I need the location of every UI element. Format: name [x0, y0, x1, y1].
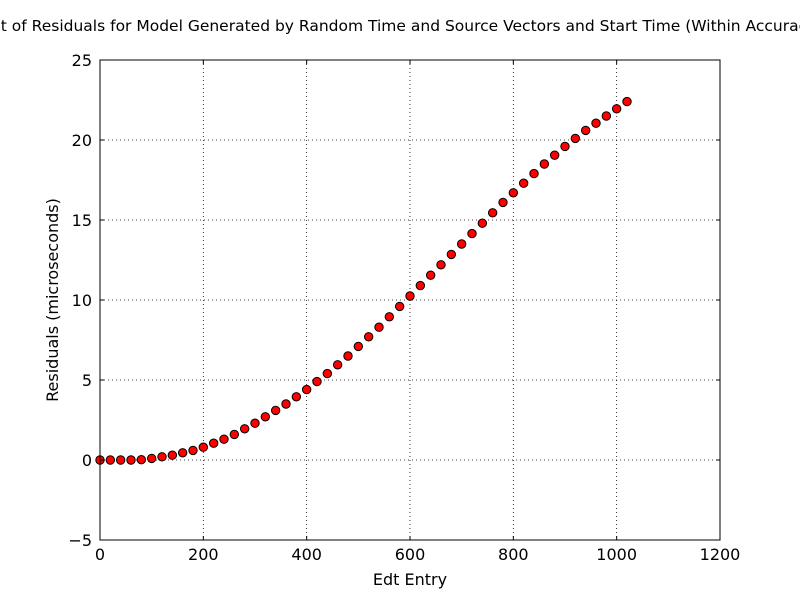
data-point — [560, 141, 570, 152]
data-point — [549, 150, 560, 160]
data-point — [312, 376, 322, 387]
grid — [100, 60, 720, 540]
data-point — [146, 453, 157, 464]
data-point — [188, 445, 198, 456]
data-point — [425, 270, 436, 280]
x-tick-label: 600 — [395, 545, 426, 564]
data-point — [363, 332, 374, 342]
data-point — [374, 322, 384, 332]
data-point — [611, 104, 622, 114]
data-points — [95, 96, 632, 465]
data-point — [518, 178, 529, 188]
data-point — [446, 249, 457, 260]
y-tick-label: −5 — [68, 531, 92, 550]
data-point — [591, 118, 601, 128]
data-point — [167, 450, 178, 460]
data-point — [332, 360, 343, 370]
data-point — [281, 399, 291, 409]
y-tick-label: 15 — [72, 211, 92, 230]
chart-title: Plot of Residuals for Model Generated by… — [0, 17, 800, 35]
data-point — [126, 455, 136, 465]
data-point — [384, 312, 395, 322]
data-point — [291, 392, 302, 402]
data-point — [136, 454, 147, 465]
data-point — [260, 412, 271, 422]
y-tick-label: 25 — [72, 51, 92, 70]
data-point — [229, 429, 240, 440]
data-point — [115, 455, 126, 465]
data-point — [580, 125, 591, 136]
data-point — [219, 434, 229, 444]
data-point — [498, 197, 508, 208]
x-tick-label: 0 — [95, 545, 105, 564]
y-axis-label: Residuals (microseconds) — [43, 198, 62, 402]
data-point — [105, 455, 116, 465]
data-point — [198, 442, 209, 452]
data-point — [301, 384, 312, 395]
y-tick-label: 5 — [82, 371, 92, 390]
data-point — [270, 405, 281, 416]
data-point — [436, 260, 446, 270]
data-point — [487, 208, 498, 218]
data-point — [570, 133, 581, 144]
y-tick-label: 20 — [72, 131, 92, 150]
data-point — [529, 168, 539, 179]
data-point — [394, 301, 405, 312]
x-tick-label: 800 — [498, 545, 529, 564]
x-tick-label: 1000 — [596, 545, 637, 564]
data-point — [353, 341, 364, 352]
data-point — [467, 228, 477, 239]
x-tick-label: 400 — [291, 545, 322, 564]
data-point — [250, 418, 260, 428]
y-tick-label: 0 — [82, 451, 92, 470]
data-point — [208, 438, 219, 448]
data-point — [477, 218, 488, 228]
data-point — [622, 96, 632, 107]
data-point — [157, 452, 167, 462]
data-point — [539, 159, 550, 169]
data-point — [343, 351, 353, 361]
data-point — [508, 188, 519, 198]
data-point — [456, 239, 467, 249]
data-point — [177, 448, 188, 458]
data-point — [322, 368, 333, 379]
data-point — [415, 280, 426, 291]
x-tick-label: 1200 — [700, 545, 741, 564]
x-axis-label: Edt Entry — [373, 570, 447, 589]
y-tick-label: 10 — [72, 291, 92, 310]
data-point — [405, 291, 415, 301]
data-point — [239, 424, 250, 434]
x-tick-label: 200 — [188, 545, 219, 564]
data-point — [601, 111, 612, 121]
